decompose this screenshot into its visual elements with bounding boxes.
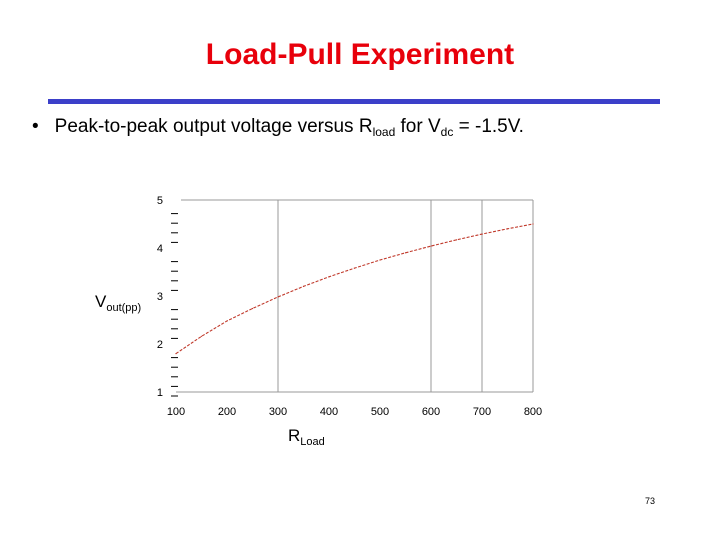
y-tick-label-1: 1 [157, 387, 163, 399]
bullet-line: • Peak-to-peak output voltage versus Rloa… [32, 116, 524, 139]
bullet-sub-dc: dc [440, 125, 454, 139]
y-tick-label-4: 4 [157, 243, 163, 255]
slide-title: Load-Pull Experiment [205, 38, 515, 71]
x-tick-label-500: 500 [371, 406, 389, 418]
bullet-text-mid: for V [395, 116, 441, 137]
data-point [175, 353, 177, 355]
data-point [455, 239, 458, 241]
bullet-sub-load: load [372, 125, 396, 139]
x-tick-label-700: 700 [473, 406, 491, 418]
series-line-0 [175, 223, 534, 355]
page-number: 73 [645, 496, 656, 506]
x-axis-label-main: R [288, 426, 301, 445]
series-layer [175, 223, 534, 355]
data-point [328, 276, 330, 278]
y-tick-label-3: 3 [157, 291, 163, 303]
x-tick-label-300: 300 [269, 406, 287, 418]
data-point [404, 252, 407, 254]
x-axis-label: RLoad [288, 426, 325, 448]
data-point [353, 267, 356, 269]
bullet-text-post: = -1.5V. [453, 116, 524, 137]
y-axis-label: Vout(pp) [95, 292, 141, 314]
data-point [506, 228, 509, 230]
axis-layer [171, 199, 534, 397]
data-point [226, 320, 228, 322]
data-point [430, 245, 432, 247]
data-point [251, 307, 254, 310]
data-point [302, 285, 305, 287]
grid-layer [277, 200, 483, 392]
bullet-text-pre: Peak-to-peak output voltage versus R [54, 116, 373, 137]
data-point [532, 223, 534, 225]
x-tick-label-100: 100 [167, 406, 185, 418]
x-tick-label-200: 200 [218, 406, 236, 418]
data-point [200, 335, 203, 337]
tick-layer: 1 2 3 4 5 100 200 300 400 500 600 700 800 [157, 195, 542, 418]
bullet-dot: • [32, 116, 39, 137]
x-tick-label-800: 800 [524, 406, 542, 418]
title-rule [48, 99, 660, 104]
y-tick-label-5: 5 [157, 195, 163, 207]
y-axis-label-main: V [95, 292, 107, 311]
x-axis-label-sub: Load [300, 436, 325, 448]
data-point [379, 259, 381, 261]
y-axis-label-sub: out(pp) [106, 302, 142, 314]
x-tick-label-600: 600 [422, 406, 440, 418]
data-point [277, 296, 279, 298]
x-tick-label-400: 400 [320, 406, 338, 418]
data-point [481, 233, 483, 235]
y-tick-label-2: 2 [157, 339, 163, 351]
